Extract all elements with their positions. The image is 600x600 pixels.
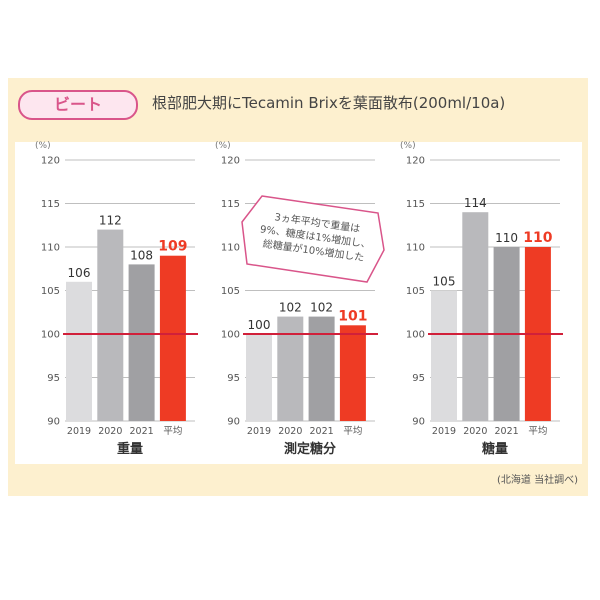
x-tick-label: 2020 <box>463 426 487 437</box>
bar-2020 <box>277 316 304 421</box>
bar-2019 <box>431 290 457 421</box>
data-label: 102 <box>310 301 333 315</box>
crop-badge: ビート <box>18 90 138 120</box>
x-tick-label: 平均 <box>163 425 182 437</box>
bar-平均 <box>159 255 186 421</box>
data-label: 106 <box>68 266 91 280</box>
bar-2019 <box>246 334 272 421</box>
y-tick-label: 115 <box>221 199 240 210</box>
y-tick-label: 105 <box>406 286 425 297</box>
bar-2020 <box>97 229 124 421</box>
x-tick-label: 2019 <box>432 426 456 437</box>
y-tick-label: 90 <box>227 417 240 428</box>
y-tick-label: 115 <box>41 199 60 210</box>
y-tick-label: 90 <box>412 417 425 428</box>
bar-2021 <box>308 316 335 421</box>
chart-title: 重量 <box>117 441 143 457</box>
y-unit-label: (%) <box>400 141 416 151</box>
x-tick-label: 平均 <box>343 425 362 437</box>
x-tick-label: 2021 <box>130 426 154 437</box>
x-tick-label: 平均 <box>528 425 547 437</box>
y-tick-label: 95 <box>227 373 240 384</box>
x-tick-label: 2021 <box>495 426 519 437</box>
y-tick-label: 95 <box>412 373 425 384</box>
y-tick-label: 110 <box>41 243 60 254</box>
chart-title: 測定糖分 <box>284 441 336 457</box>
y-tick-label: 120 <box>406 156 425 167</box>
y-unit-label: (%) <box>215 141 231 151</box>
x-tick-label: 2019 <box>247 426 271 437</box>
y-tick-label: 100 <box>406 330 425 341</box>
bar-平均 <box>339 325 366 421</box>
y-tick-label: 105 <box>221 286 240 297</box>
source-note: (北海道 当社調べ) <box>497 475 578 486</box>
data-label: 100 <box>248 318 271 332</box>
page-title: 根部肥大期にTecamin Brixを葉面散布(200ml/10a) <box>152 94 506 112</box>
x-tick-label: 2021 <box>310 426 334 437</box>
x-tick-label: 2020 <box>278 426 302 437</box>
bar-2019 <box>66 281 92 421</box>
data-label: 109 <box>158 239 187 255</box>
data-label: 110 <box>495 231 518 245</box>
chart-title: 糖量 <box>482 441 508 457</box>
data-label: 105 <box>433 275 456 289</box>
bar-2021 <box>128 264 155 421</box>
data-label: 101 <box>338 308 367 324</box>
y-tick-label: 90 <box>47 417 60 428</box>
y-tick-label: 105 <box>41 286 60 297</box>
annotation-box <box>241 195 385 283</box>
data-label: 108 <box>130 248 153 262</box>
y-tick-label: 120 <box>41 156 60 167</box>
y-unit-label: (%) <box>35 141 51 151</box>
y-tick-label: 100 <box>221 330 240 341</box>
x-tick-label: 2020 <box>98 426 122 437</box>
x-tick-label: 2019 <box>67 426 91 437</box>
data-label: 102 <box>279 301 302 315</box>
y-tick-label: 120 <box>221 156 240 167</box>
y-tick-label: 110 <box>221 243 240 254</box>
y-tick-label: 100 <box>41 330 60 341</box>
data-label: 114 <box>464 196 487 210</box>
y-tick-label: 95 <box>47 373 60 384</box>
y-tick-label: 115 <box>406 199 425 210</box>
y-tick-label: 110 <box>406 243 425 254</box>
bar-2020 <box>462 212 489 421</box>
data-label: 110 <box>523 230 552 246</box>
data-label: 112 <box>99 214 122 228</box>
